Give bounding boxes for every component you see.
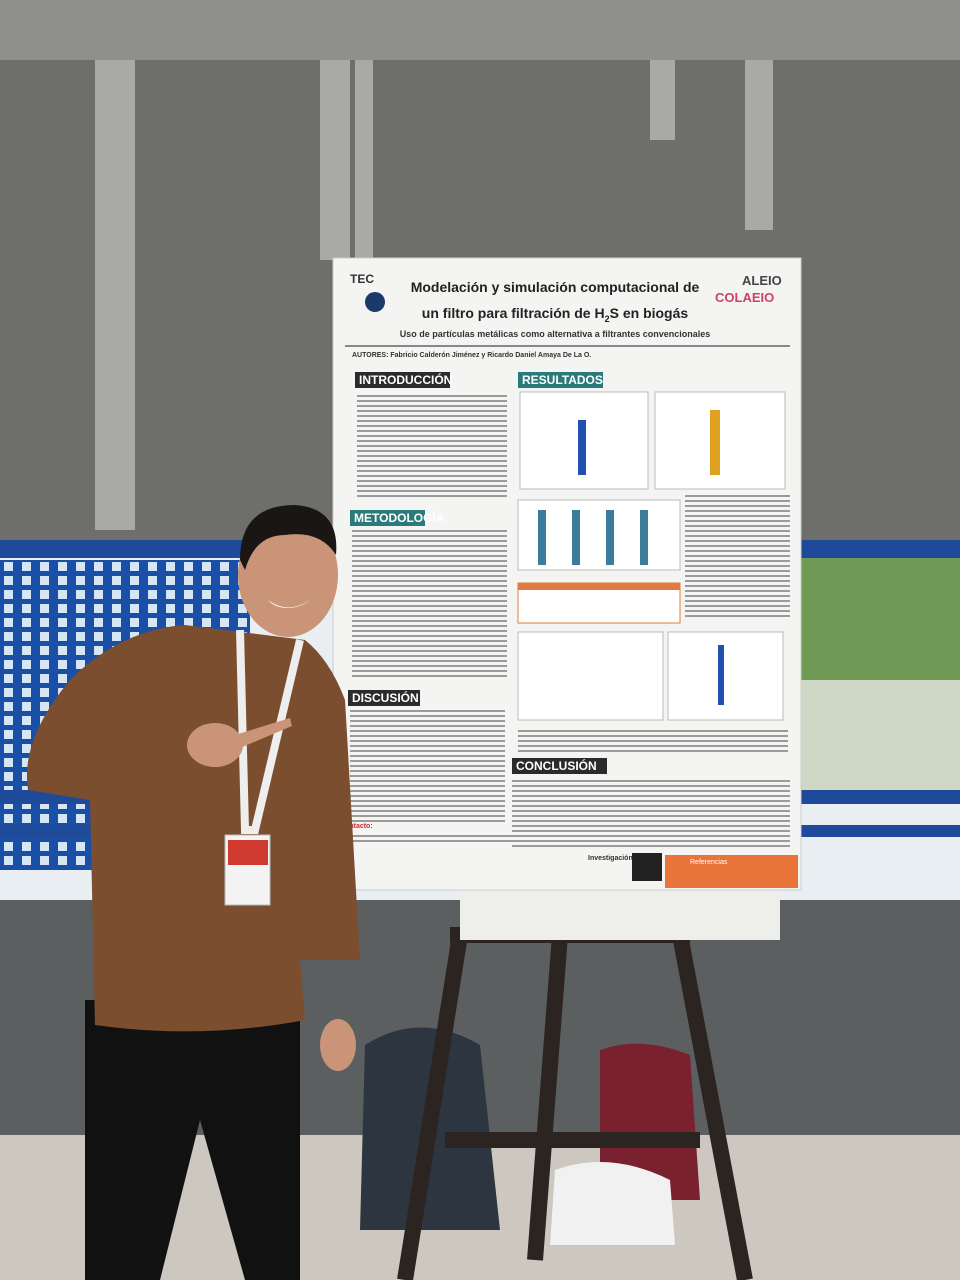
section-heading: RESULTADOS: [522, 373, 603, 387]
smile: [268, 600, 310, 608]
title-part: S en biogás: [610, 305, 689, 321]
backpack: [600, 1043, 700, 1200]
pants: [85, 1000, 300, 1280]
authors: AUTORES: Fabricio Calderón Jiménez y Ric…: [352, 352, 591, 359]
hand: [187, 723, 243, 767]
poster-title: Modelación y simulación computacional de: [411, 279, 700, 295]
poster-title: un filtro para filtración de H2S en biog…: [422, 305, 689, 324]
contact-label: Contacto:: [340, 823, 373, 830]
logo: TEC: [350, 272, 374, 286]
ceiling-beam: [0, 0, 960, 60]
title-part: un filtro para filtración de H: [422, 305, 605, 321]
research-label: Investigación final: [588, 855, 649, 862]
section-heading: METODOLOGÍA: [354, 510, 445, 525]
pointing-finger: [235, 718, 292, 748]
plastic-bag: [550, 1162, 675, 1245]
hair: [240, 505, 337, 570]
title-sub: 2: [605, 314, 610, 324]
section-heading: CONCLUSIÓN: [516, 758, 597, 773]
poster: TEC ALEIO COLAEIO Modelación y simulació…: [332, 257, 802, 891]
lanyard: [236, 629, 304, 834]
references-label: Referencias: [690, 859, 728, 866]
logo: COLAEIO: [715, 290, 774, 305]
poster-subtitle: Uso de partículas metálicas como alterna…: [400, 329, 711, 339]
hand: [320, 1019, 356, 1071]
person: [26, 505, 361, 1280]
logo-badge: [365, 292, 385, 312]
lawn: [795, 680, 960, 790]
poster-board: [460, 890, 780, 940]
face: [238, 513, 338, 637]
section-heading: DISCUSIÓN: [352, 690, 419, 705]
section-heading: INTRODUCCIÓN: [359, 372, 452, 387]
logo: ALEIO: [742, 273, 782, 288]
